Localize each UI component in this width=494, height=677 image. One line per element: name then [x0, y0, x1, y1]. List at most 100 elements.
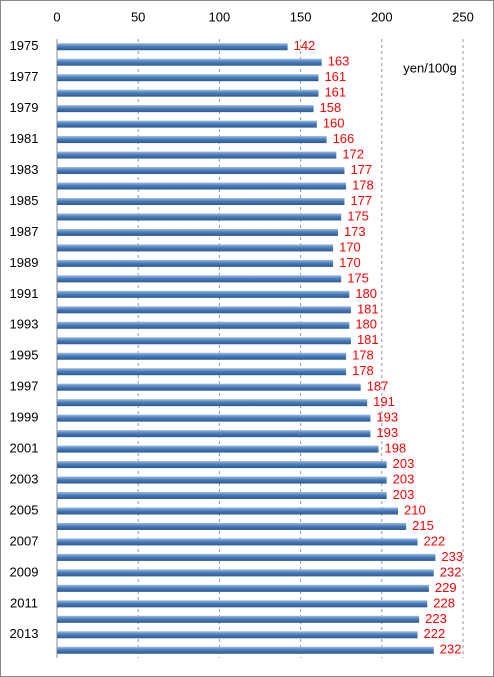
bar: [57, 352, 347, 360]
x-tick-label: 150: [290, 9, 312, 24]
value-label: 232: [440, 564, 462, 579]
y-tick-label: 1995: [10, 348, 39, 363]
bar: [57, 507, 399, 515]
bar: [57, 89, 319, 97]
bar: [57, 275, 342, 283]
value-label: 191: [373, 394, 395, 409]
bar: [57, 213, 342, 221]
bar: [57, 584, 429, 592]
value-label: 229: [435, 580, 457, 595]
value-label: 203: [393, 487, 415, 502]
y-tick-label: 2001: [10, 441, 39, 456]
bar: [57, 259, 334, 267]
value-label: 160: [323, 116, 345, 131]
value-label: 173: [344, 224, 366, 239]
bar: [57, 476, 387, 484]
value-label: 180: [355, 286, 377, 301]
value-label: 172: [342, 147, 364, 162]
bar: [57, 538, 418, 546]
bar: [57, 197, 345, 205]
bar: [57, 74, 319, 82]
bar: [57, 244, 334, 252]
value-label: 222: [424, 626, 446, 641]
y-tick-label: 2013: [10, 626, 39, 641]
bar: [57, 600, 428, 608]
bar: [57, 383, 361, 391]
value-label: 181: [357, 332, 379, 347]
bar: [57, 105, 314, 113]
y-tick-label: 1985: [10, 193, 39, 208]
value-label: 170: [339, 255, 361, 270]
unit-label: yen/100g: [403, 60, 457, 75]
value-label: 178: [352, 348, 374, 363]
y-tick-label: 2005: [10, 502, 39, 517]
bar: [57, 615, 420, 623]
bar: [57, 445, 379, 453]
value-label: 170: [339, 239, 361, 254]
value-label: 181: [357, 301, 379, 316]
y-tick-label: 2003: [10, 471, 39, 486]
bar: [57, 368, 347, 376]
bar: [57, 430, 371, 438]
x-tick-label: 50: [131, 9, 145, 24]
bar: [57, 290, 350, 298]
bar: [57, 569, 434, 577]
value-label: 161: [324, 85, 346, 100]
bar: [57, 321, 350, 329]
value-label: 193: [376, 410, 398, 425]
value-label: 177: [350, 193, 372, 208]
y-tick-label: 1989: [10, 255, 39, 270]
bar: [57, 646, 434, 654]
x-tick-label: 0: [53, 9, 60, 24]
y-tick-label: 1987: [10, 224, 39, 239]
value-label: 228: [433, 595, 455, 610]
value-label: 161: [324, 69, 346, 84]
value-label: 198: [385, 441, 407, 456]
value-label: 166: [333, 131, 355, 146]
bar: [57, 151, 337, 159]
y-tick-label: 1975: [10, 38, 39, 53]
value-label: 193: [376, 425, 398, 440]
value-label: 223: [425, 611, 447, 626]
value-label: 158: [320, 100, 342, 115]
annotation-box: [392, 58, 468, 80]
value-label: 177: [350, 162, 372, 177]
y-tick-label: 1977: [10, 69, 39, 84]
x-tick-label: 250: [452, 9, 474, 24]
value-label: 175: [347, 270, 369, 285]
y-tick-label: 2009: [10, 564, 39, 579]
value-label: 203: [393, 456, 415, 471]
value-label: 222: [424, 533, 446, 548]
value-label: 178: [352, 177, 374, 192]
bar: [57, 120, 317, 128]
value-label: 142: [294, 38, 316, 53]
bar: [57, 522, 407, 530]
bar: [57, 136, 327, 144]
value-label: 215: [412, 518, 434, 533]
bar: [57, 631, 418, 639]
value-label: 178: [352, 363, 374, 378]
y-tick-label: 1979: [10, 100, 39, 115]
value-label: 233: [441, 549, 463, 564]
x-tick-label: 200: [371, 9, 393, 24]
bar: [57, 182, 347, 190]
y-tick-label: 1999: [10, 410, 39, 425]
y-tick-label: 1993: [10, 317, 39, 332]
bar: [57, 337, 351, 345]
y-tick-label: 1983: [10, 162, 39, 177]
bar: [57, 167, 345, 175]
bar: [57, 306, 351, 314]
bar: [57, 228, 338, 236]
value-label: 210: [404, 502, 426, 517]
y-tick-label: 1991: [10, 286, 39, 301]
bar: [57, 461, 387, 469]
value-label: 163: [328, 54, 350, 69]
y-tick-label: 1997: [10, 379, 39, 394]
x-tick-label: 100: [209, 9, 231, 24]
value-label: 175: [347, 208, 369, 223]
bar: [57, 553, 436, 561]
y-tick-label: 2007: [10, 533, 39, 548]
bar: [57, 414, 371, 422]
value-label: 203: [393, 471, 415, 486]
